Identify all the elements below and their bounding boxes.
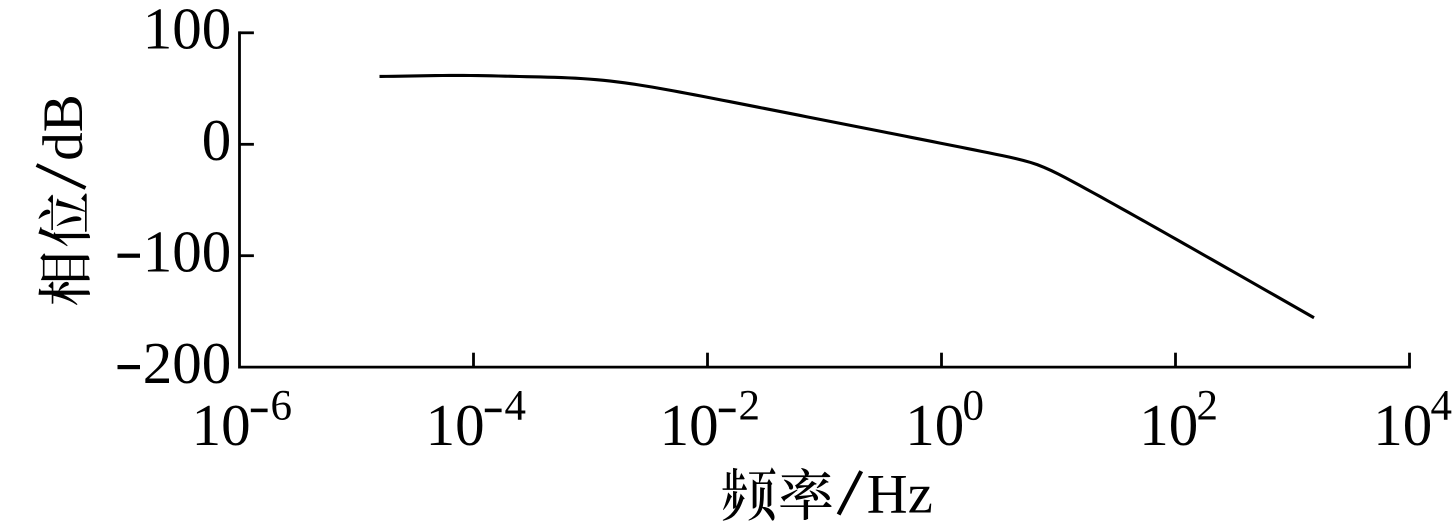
- svg-text:0: 0: [963, 383, 985, 430]
- svg-text:6: 6: [271, 383, 293, 430]
- svg-text:10: 10: [660, 392, 719, 458]
- svg-text:10: 10: [426, 392, 485, 458]
- svg-text:10: 10: [1373, 392, 1432, 458]
- svg-text:z: z: [908, 464, 933, 525]
- svg-text:10: 10: [1139, 392, 1198, 458]
- svg-text:10: 10: [905, 392, 964, 458]
- svg-text:2: 2: [739, 383, 761, 430]
- svg-text:4: 4: [1431, 383, 1453, 430]
- svg-text:dB: dB: [32, 94, 95, 161]
- svg-text:100: 100: [143, 219, 232, 285]
- svg-text:2: 2: [1197, 383, 1219, 430]
- svg-text:H: H: [867, 464, 908, 525]
- svg-text:100: 100: [143, 0, 232, 62]
- svg-text:200: 200: [143, 330, 232, 396]
- svg-text:0: 0: [202, 107, 232, 173]
- svg-text:4: 4: [505, 383, 527, 430]
- svg-text:10: 10: [192, 392, 251, 458]
